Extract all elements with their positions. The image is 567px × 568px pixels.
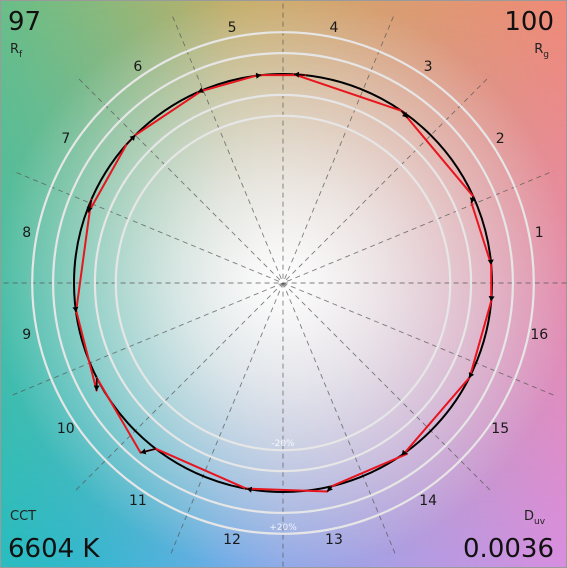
hue-shift-arrow — [468, 372, 475, 379]
hue-bin-label: 13 — [325, 532, 343, 548]
hue-shift-arrow — [326, 485, 333, 493]
hue-bin-label: 15 — [491, 421, 509, 437]
hue-shift-arrow — [125, 134, 136, 146]
hue-bin-label: 14 — [419, 493, 437, 509]
hue-shift-arrows — [72, 71, 495, 493]
ring-label: +20% — [269, 523, 297, 533]
hue-shift-arrow — [488, 295, 495, 302]
hue-shift-arrow — [255, 72, 262, 79]
scale-ring — [31, 31, 535, 535]
hue-shift-arrow — [469, 196, 476, 204]
rg-value: 100 — [504, 7, 554, 37]
hue-shift-arrow — [244, 486, 253, 493]
cct-value: 6604 K — [8, 534, 100, 564]
hue-shift-arrow — [197, 87, 204, 93]
hue-bin-label: 16 — [530, 327, 548, 343]
duv-value: 0.0036 — [463, 534, 554, 564]
hue-shift-arrow — [400, 110, 409, 119]
scale-ring — [52, 52, 514, 514]
duv-label: Duv — [524, 509, 546, 527]
ring-label: -20% — [271, 439, 295, 449]
rg-label: Rg — [534, 42, 549, 60]
hue-bin-label: 2 — [496, 131, 505, 147]
hue-bin-label: 4 — [330, 20, 339, 36]
hue-bin-label: 1 — [535, 225, 544, 241]
hue-bin-label: 7 — [61, 131, 70, 147]
rf-value: 97 — [8, 7, 41, 37]
scale-ring — [93, 93, 473, 473]
scale-ring — [114, 114, 452, 452]
hue-bin-label: 9 — [22, 327, 31, 343]
rf-label: Rf — [10, 42, 23, 60]
hue-shift-arrow — [140, 448, 156, 455]
hue-bin-label: 10 — [57, 421, 75, 437]
hue-bin-label: 8 — [22, 225, 31, 241]
guide-line — [12, 170, 554, 396]
hue-bin-label: 5 — [228, 20, 237, 36]
hue-shift-arrow — [86, 199, 93, 213]
hue-shift-arrow — [487, 259, 494, 265]
hue-shift-arrow — [293, 71, 305, 78]
cct-label: CCT — [10, 509, 36, 524]
hue-bin-label: 3 — [424, 59, 433, 75]
hue-bin-label: 11 — [129, 493, 147, 509]
hue-shift-arrow — [401, 449, 408, 456]
scale-rings — [31, 31, 535, 535]
hue-shift-arrow — [72, 306, 79, 313]
hue-bin-label: 12 — [223, 532, 241, 548]
hue-bin-label: 6 — [133, 59, 142, 75]
hue-shift-arrow — [93, 377, 100, 391]
ring-labels: -20% +20% — [269, 439, 297, 533]
